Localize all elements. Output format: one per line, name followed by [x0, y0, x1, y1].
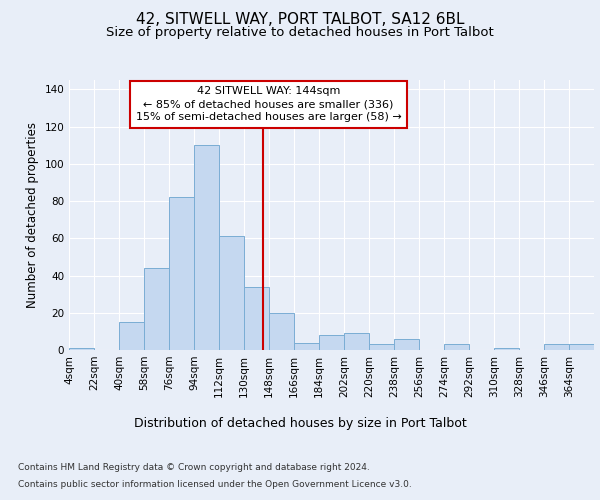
Bar	[369, 344, 394, 350]
Bar	[394, 339, 419, 350]
Text: Contains HM Land Registry data © Crown copyright and database right 2024.: Contains HM Land Registry data © Crown c…	[18, 464, 370, 472]
Bar	[444, 344, 469, 350]
Bar	[319, 335, 344, 350]
Text: Distribution of detached houses by size in Port Talbot: Distribution of detached houses by size …	[134, 418, 466, 430]
Bar	[69, 348, 94, 350]
Bar	[194, 145, 219, 350]
Bar	[344, 333, 369, 350]
Bar	[144, 268, 169, 350]
Text: Size of property relative to detached houses in Port Talbot: Size of property relative to detached ho…	[106, 26, 494, 39]
Bar	[219, 236, 244, 350]
Bar	[119, 322, 144, 350]
Text: Contains public sector information licensed under the Open Government Licence v3: Contains public sector information licen…	[18, 480, 412, 489]
Bar	[544, 344, 569, 350]
Bar	[169, 198, 194, 350]
Bar	[269, 313, 294, 350]
Text: 42 SITWELL WAY: 144sqm
← 85% of detached houses are smaller (336)
15% of semi-de: 42 SITWELL WAY: 144sqm ← 85% of detached…	[136, 86, 401, 122]
Bar	[244, 286, 269, 350]
Y-axis label: Number of detached properties: Number of detached properties	[26, 122, 39, 308]
Bar	[569, 344, 594, 350]
Bar	[294, 342, 319, 350]
Bar	[494, 348, 519, 350]
Text: 42, SITWELL WAY, PORT TALBOT, SA12 6BL: 42, SITWELL WAY, PORT TALBOT, SA12 6BL	[136, 12, 464, 28]
